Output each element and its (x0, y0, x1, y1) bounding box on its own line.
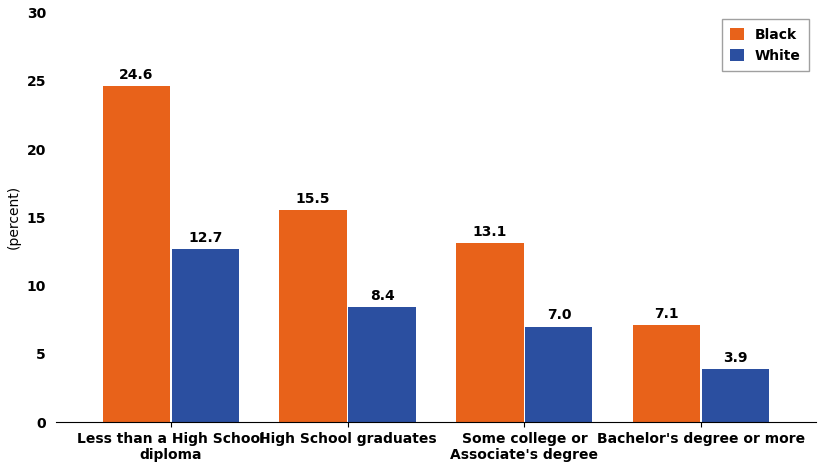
Bar (349, 307, 416, 422)
Bar (457, 243, 524, 422)
Text: 13.1: 13.1 (473, 225, 507, 239)
Bar (280, 211, 347, 422)
Text: 15.5: 15.5 (295, 192, 330, 206)
Text: 7.0: 7.0 (547, 309, 571, 323)
Bar (172, 249, 239, 422)
Bar (702, 369, 769, 422)
Bar (525, 326, 593, 422)
Text: 12.7: 12.7 (188, 231, 222, 245)
Text: 7.1: 7.1 (655, 307, 679, 321)
Text: 24.6: 24.6 (119, 68, 154, 82)
Legend: Black, White: Black, White (722, 19, 809, 71)
Text: 3.9: 3.9 (724, 351, 748, 365)
Bar (633, 325, 701, 422)
Bar (103, 86, 170, 422)
Y-axis label: (percent): (percent) (7, 185, 21, 250)
Text: 8.4: 8.4 (369, 289, 394, 303)
